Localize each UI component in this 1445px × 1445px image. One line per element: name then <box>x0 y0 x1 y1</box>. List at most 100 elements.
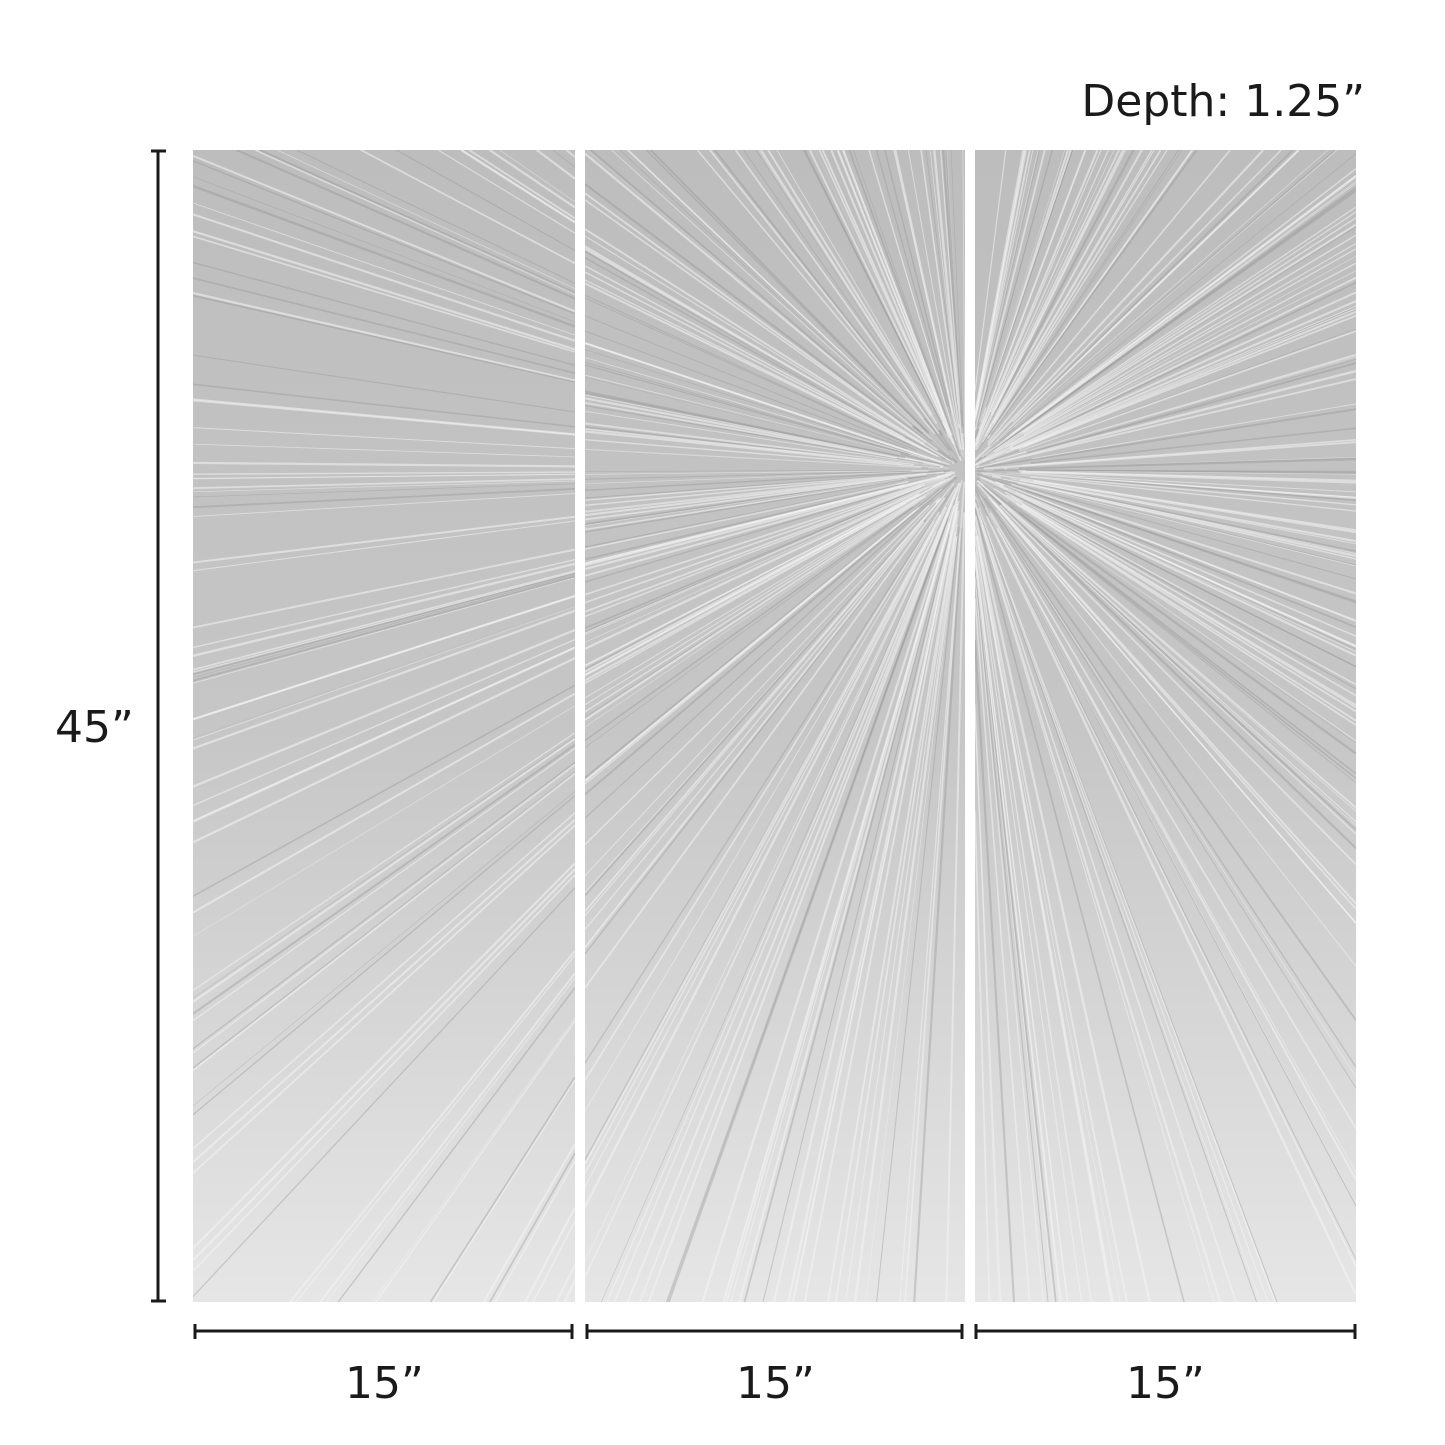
art-streak <box>296 150 575 284</box>
art-streak <box>981 174 1356 458</box>
art-streak <box>645 150 930 435</box>
art-streak <box>834 531 957 1302</box>
art-streak <box>585 235 951 462</box>
art-streak <box>193 577 575 684</box>
art-streak <box>585 486 929 643</box>
art-streak <box>193 176 575 323</box>
art-streak <box>836 150 952 436</box>
art-streak <box>626 497 955 1302</box>
art-streak <box>982 187 1356 458</box>
art-streak <box>977 408 1356 469</box>
art-streak <box>193 605 575 741</box>
art-streak <box>606 483 960 1302</box>
art-streak <box>1018 511 1356 775</box>
art-streak <box>979 479 1356 743</box>
art-streak <box>259 150 575 295</box>
art-streak <box>585 475 938 561</box>
art-streak <box>997 478 1356 580</box>
art-streak <box>975 150 1087 441</box>
art-streak <box>193 354 575 413</box>
art-streak <box>585 390 906 459</box>
art-streak <box>996 182 1356 448</box>
art-streak <box>585 470 928 485</box>
art-streak <box>585 521 936 1112</box>
depth-label: Depth: 1.25” <box>1081 76 1365 127</box>
art-streak <box>975 150 1180 456</box>
art-streak <box>987 150 1231 443</box>
art-streak <box>276 150 575 289</box>
art-streak <box>585 479 904 533</box>
art-streak <box>993 150 1194 431</box>
art-streak <box>929 150 959 407</box>
art-streak <box>289 950 575 1302</box>
art-streak <box>585 245 955 465</box>
art-streak <box>587 150 924 435</box>
art-streak <box>984 150 1155 437</box>
art-streak <box>979 475 1356 637</box>
art-streak <box>985 150 1074 408</box>
art-streak <box>627 150 950 456</box>
art-streak <box>585 397 944 468</box>
art-streak <box>585 357 927 460</box>
art-streak <box>1009 168 1356 436</box>
art-streak <box>975 189 1356 463</box>
art-streak <box>976 480 1356 823</box>
art-streak <box>975 639 1016 1302</box>
art-streak <box>975 561 1057 1302</box>
art-streak <box>585 342 942 463</box>
art-streak <box>193 824 575 1174</box>
art-streak <box>585 474 956 684</box>
art-streak <box>1018 458 1356 470</box>
art-streak <box>585 470 930 475</box>
art-streak <box>193 235 575 353</box>
art-streak <box>193 548 575 629</box>
art-streak <box>1021 470 1356 484</box>
art-streak <box>1015 473 1356 500</box>
art-streak <box>193 646 575 823</box>
art-streak <box>979 362 1356 468</box>
art-streak <box>585 470 950 492</box>
art-streak <box>992 150 1162 424</box>
art-streak <box>585 477 947 650</box>
art-streak <box>193 483 575 498</box>
art-streak <box>975 704 1002 1302</box>
art-streak <box>193 261 575 366</box>
art-streak <box>193 657 575 844</box>
art-streak <box>975 328 1356 467</box>
art-streak <box>979 496 1356 1173</box>
art-streak <box>772 503 959 1302</box>
art-streak <box>975 150 1025 416</box>
art-panel-3 <box>975 150 1356 1302</box>
art-streak <box>762 534 950 1302</box>
art-streak <box>555 1264 575 1302</box>
art-streak <box>585 498 941 912</box>
art-streak <box>993 223 1356 453</box>
art-streak <box>552 150 575 168</box>
art-streak <box>585 498 934 819</box>
art-streak <box>1010 495 1356 697</box>
art-streak <box>193 473 575 479</box>
art-streak <box>942 150 964 434</box>
art-streak <box>532 1221 575 1302</box>
art-streak <box>979 378 1356 468</box>
art-streak <box>585 476 948 629</box>
art-streak <box>193 383 575 428</box>
art-streak <box>975 502 1222 1302</box>
art-streak <box>985 150 1073 407</box>
art-streak <box>989 508 1356 1078</box>
art-streak <box>976 483 1356 905</box>
art-streak <box>884 150 952 414</box>
art-streak <box>830 150 962 462</box>
panel-3-width-label: 15” <box>1126 1358 1205 1409</box>
art-streak <box>396 150 575 252</box>
art-streak <box>585 502 937 897</box>
art-streak <box>585 479 901 531</box>
art-streak <box>975 150 1067 439</box>
art-streak <box>980 502 1356 1260</box>
art-streak <box>983 484 1356 780</box>
art-streak <box>193 574 575 678</box>
art-streak <box>193 277 575 374</box>
art-streak <box>585 362 911 455</box>
art-streak <box>1022 311 1356 448</box>
